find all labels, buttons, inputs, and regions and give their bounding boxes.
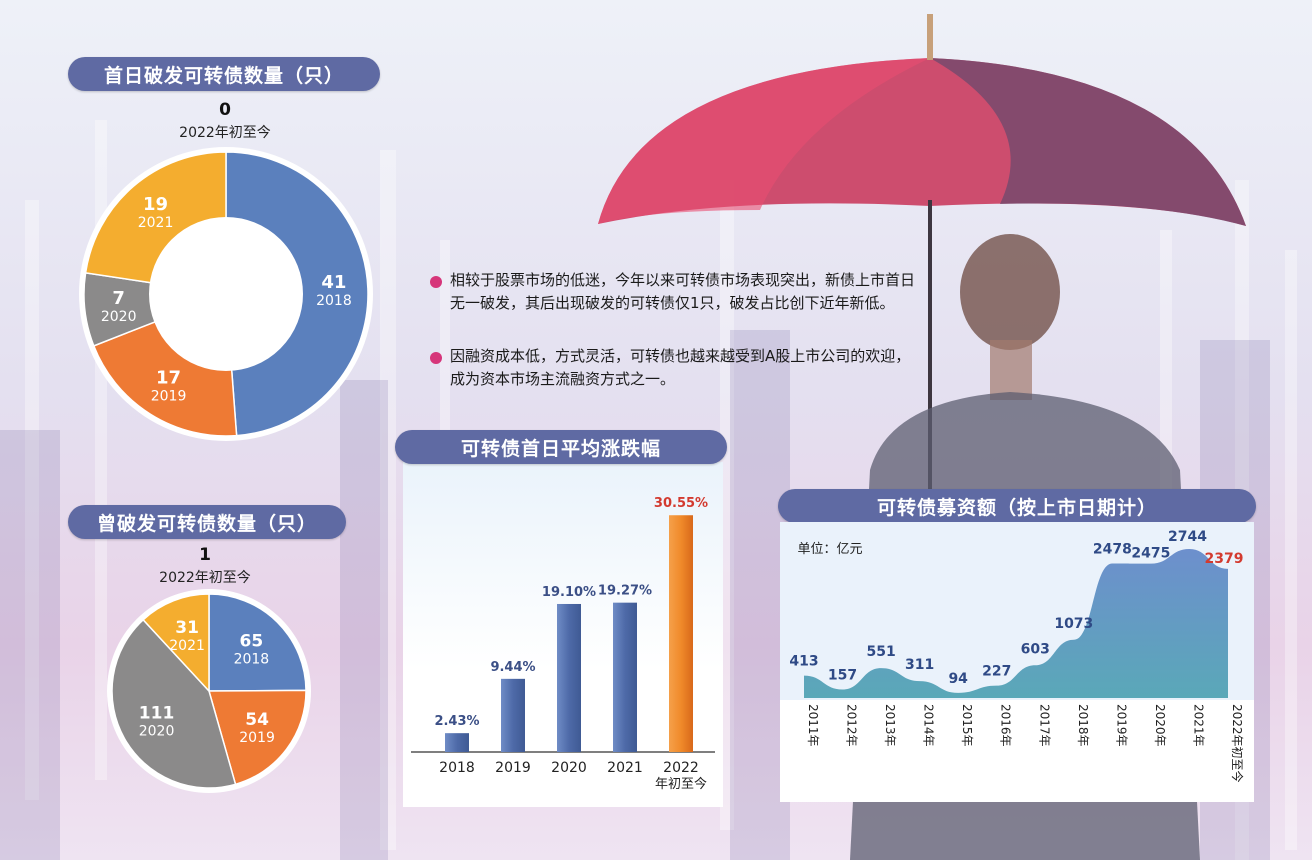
donut1-value-2020: 7 [112, 288, 125, 309]
area-value-label-0: 413 [789, 654, 818, 670]
ever-break-2022-label: 2022年初至今 [159, 570, 251, 586]
bar-chart-title: 可转债首日平均涨跌幅 [395, 430, 727, 464]
bar-category-label-2: 2020 [551, 760, 587, 776]
area-value-label-3: 311 [905, 657, 934, 673]
pie2-slice-2018 [208, 593, 307, 692]
bar-0 [445, 733, 469, 752]
pie2-value-2018: 65 [240, 631, 264, 651]
bullet-dot-2 [430, 352, 442, 364]
donut1-year-2019: 2019 [151, 388, 187, 404]
area-category-label-2: 2013年 [883, 704, 897, 747]
area-category-label-11: 2022年初至今 [1230, 704, 1245, 783]
area-value-label-2: 551 [866, 644, 895, 660]
area-value-label-7: 1073 [1054, 616, 1093, 632]
area-category-label-4: 2015年 [960, 704, 974, 747]
area-category-label-6: 2017年 [1037, 704, 1051, 747]
bar-value-label-3: 19.27% [598, 584, 652, 599]
pie2-year-2020: 2020 [139, 723, 175, 739]
pie2-slice-2020 [111, 618, 237, 789]
pie2-slice-2019 [208, 689, 307, 786]
donut1-year-2018: 2018 [316, 293, 352, 309]
bar-1 [501, 678, 525, 752]
donut1-value-2019: 17 [156, 367, 181, 388]
area-category-label-1: 2012年 [845, 704, 859, 747]
bar-category-label-1: 2019 [495, 760, 531, 776]
donut1-value-2021: 19 [143, 194, 168, 215]
area-value-label-8: 2478 [1093, 541, 1132, 557]
first-day-break-2022-label: 2022年初至今 [179, 125, 271, 141]
pie2-value-2019: 54 [245, 710, 269, 730]
bar-value-label-0: 2.43% [434, 714, 479, 729]
bar-category-label-4: 2022 [663, 760, 699, 776]
first-day-break-title: 首日破发可转债数量（只） [68, 57, 380, 91]
bar-3 [613, 602, 637, 752]
bar-category-label-0: 2018 [439, 760, 475, 776]
ever-break-title: 曾破发可转债数量（只） [68, 505, 346, 539]
donut1-year-2021: 2021 [138, 215, 174, 231]
pie2-value-2021: 31 [175, 618, 199, 638]
area-value-label-6: 603 [1021, 641, 1050, 657]
area-value-label-10: 2744 [1168, 529, 1207, 545]
area-category-label-5: 2016年 [999, 704, 1013, 747]
pie2-slice-2021 [142, 593, 210, 693]
donut1-year-2020: 2020 [101, 309, 137, 325]
area-chart-title: 可转债募资额（按上市日期计） [778, 489, 1256, 523]
pie2-value-2020: 111 [139, 703, 175, 723]
area-category-label-8: 2019年 [1114, 704, 1128, 747]
area-category-label-10: 2021年 [1191, 704, 1205, 747]
area-value-label-11: 2379 [1205, 551, 1244, 567]
avg-first-day-change-bar-chart: 2.43% 2018 9.44% 2019 19.10% 2020 19.27% 2021 30… [411, 496, 715, 792]
bar-value-label-4: 30.55% [654, 496, 708, 511]
area-value-label-5: 227 [982, 664, 1011, 680]
area-category-label-3: 2014年 [922, 704, 936, 747]
area-category-label-0: 2011年 [806, 704, 820, 747]
bar-4 [669, 515, 693, 752]
area-value-label-4: 94 [948, 671, 968, 687]
bullet-text-1: 相较于股票市场的低迷，今年以来可转债市场表现突出，新债上市首日无一破发，其后出现… [450, 271, 916, 312]
area-value-label-9: 2475 [1131, 546, 1170, 562]
pie2-year-2018: 2018 [234, 651, 270, 667]
pie2-year-2021: 2021 [169, 638, 205, 654]
first-day-break-2022-value: 0 [219, 100, 231, 120]
bar-value-label-2: 19.10% [542, 585, 596, 600]
bullet-text-2: 因融资成本低，方式灵活，可转债也越来越受到A股上市公司的欢迎，成为资本市场主流融… [450, 347, 911, 388]
bar-category-label-4-b: 年初至今 [655, 776, 707, 792]
bar-category-label-3: 2021 [607, 760, 643, 776]
area-value-label-1: 157 [828, 667, 857, 683]
bar-2 [557, 603, 581, 752]
donut1-value-2018: 41 [321, 272, 346, 293]
bullet-dot-1 [430, 276, 442, 288]
area-series [804, 549, 1228, 698]
area-category-label-9: 2020年 [1153, 704, 1167, 747]
ever-break-2022-value: 1 [199, 545, 211, 565]
pie2-year-2019: 2019 [239, 730, 275, 746]
area-category-label-7: 2018年 [1076, 704, 1090, 747]
bar-value-label-1: 9.44% [490, 660, 535, 675]
area-unit-label: 单位：亿元 [797, 542, 862, 557]
